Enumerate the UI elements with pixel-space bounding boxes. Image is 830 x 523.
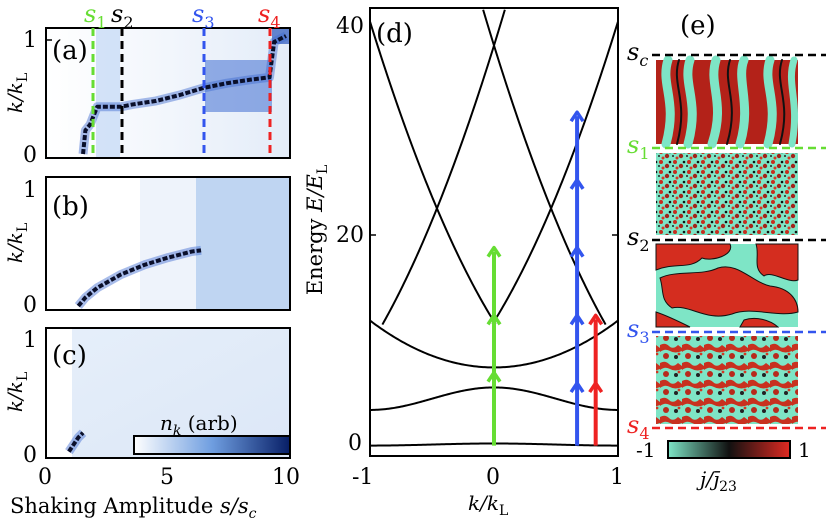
x-axis-label: Shaking Amplitude s/sc — [10, 494, 257, 522]
panel-e-label: (e) — [680, 11, 716, 41]
colorbar-c — [133, 435, 291, 455]
d-xtick-1: 1 — [610, 465, 624, 490]
colorbar-e-min: -1 — [636, 438, 655, 462]
transition-arrow-head — [486, 245, 502, 258]
transition-arrow-head — [486, 370, 502, 383]
xtick-10: 10 — [272, 465, 300, 490]
energy-band — [369, 21, 497, 325]
panel-c: (c) 1 0 k/kL nk (arb) 0 5 10 Shaking Amp… — [3, 327, 300, 522]
panel-c-ytick-0: 0 — [23, 443, 37, 468]
d-ytick-20: 20 — [336, 223, 364, 248]
panel-d-label: (d) — [376, 19, 413, 49]
ridge-line — [81, 34, 287, 155]
panel-c-ridge — [65, 429, 87, 455]
transition-arrow-head — [569, 178, 585, 190]
xtick-5: 5 — [160, 465, 174, 490]
transition-arrow-head — [569, 313, 585, 326]
d-ytick-0: 0 — [348, 431, 362, 456]
d-xtick-0: 0 — [486, 465, 500, 490]
panel-a-frame — [45, 27, 291, 159]
image-sc-stripes — [661, 55, 799, 149]
panel-b: (b) 1 0 k/kL — [3, 176, 291, 318]
panel-c-label: (c) — [52, 341, 87, 371]
row-label-s2: s2 — [627, 223, 650, 255]
marker-label-s3: s3 — [192, 0, 215, 32]
panel-a-ytick-0: 0 — [23, 143, 37, 168]
transition-arrows — [486, 110, 604, 446]
image-s1 — [656, 153, 798, 235]
image-s3 — [656, 336, 798, 424]
marker-label-s1: s1 — [84, 0, 107, 32]
ridge-line — [67, 431, 85, 453]
panel-b-faint-region — [140, 177, 196, 310]
panel-b-ytick-0: 0 — [23, 293, 37, 318]
panel-a-top-band — [272, 28, 290, 44]
marker-label-s4: s4 — [258, 0, 281, 32]
transition-arrow-head — [569, 110, 585, 123]
panel-a: s1 s2 s3 s4 (a) 1 0 k/kL — [3, 0, 291, 168]
panel-b-label: (b) — [52, 192, 89, 222]
row-label-sc: sc — [627, 38, 648, 70]
panel-b-frame — [45, 176, 291, 311]
panel-a-ridge — [78, 31, 289, 155]
ridge-line — [76, 248, 202, 308]
panel-c-frame — [45, 327, 291, 459]
image-s2-domains — [655, 243, 799, 328]
transition-arrow-head — [588, 313, 604, 326]
panel-b-ylabel: k/kL — [3, 223, 31, 263]
xtick-0: 0 — [38, 465, 52, 490]
transition-arrow-head — [569, 381, 585, 394]
panel-b-ytick-1: 1 — [23, 178, 37, 203]
d-xtick-m1: -1 — [352, 465, 373, 490]
d-ytick-40: 40 — [336, 14, 364, 39]
colorbar-e — [667, 440, 791, 459]
marker-label-s2: s2 — [111, 0, 134, 32]
panel-c-ylabel: k/kL — [3, 372, 31, 412]
panel-c-white-region — [46, 328, 72, 458]
transition-arrow-head — [569, 245, 585, 258]
panel-a-ytick-1: 1 — [23, 28, 37, 53]
energy-band — [482, 9, 607, 326]
panel-b-ridge — [74, 245, 202, 309]
panel-d-frame — [369, 7, 619, 457]
colorbar-e-label: j/j̄23 — [696, 467, 737, 495]
panel-e: (e) — [627, 11, 826, 495]
d-y-axis-label: Energy E/EL — [303, 165, 331, 295]
colorbar-c-label: nk (arb) — [160, 411, 238, 439]
panel-d: (d) 0 20 40 -1 0 1 k/kL Energy E/EL — [303, 7, 624, 519]
panel-a-blur-band — [96, 28, 120, 158]
energy-band — [381, 9, 506, 326]
transition-arrow-head — [486, 313, 502, 326]
panel-c-ytick-1: 1 — [23, 328, 37, 353]
panel-a-label: (a) — [52, 36, 88, 66]
energy-band — [491, 21, 619, 325]
panel-b-upper-region — [196, 177, 290, 310]
panel-a-ylabel: k/kL — [3, 73, 31, 113]
d-x-axis-label: k/kL — [468, 491, 508, 519]
transition-arrow-head — [588, 381, 604, 394]
row-label-s3: s3 — [627, 315, 650, 347]
row-label-s1: s1 — [627, 131, 650, 163]
colorbar-e-max: 1 — [798, 438, 811, 462]
row-label-s4: s4 — [627, 411, 650, 443]
